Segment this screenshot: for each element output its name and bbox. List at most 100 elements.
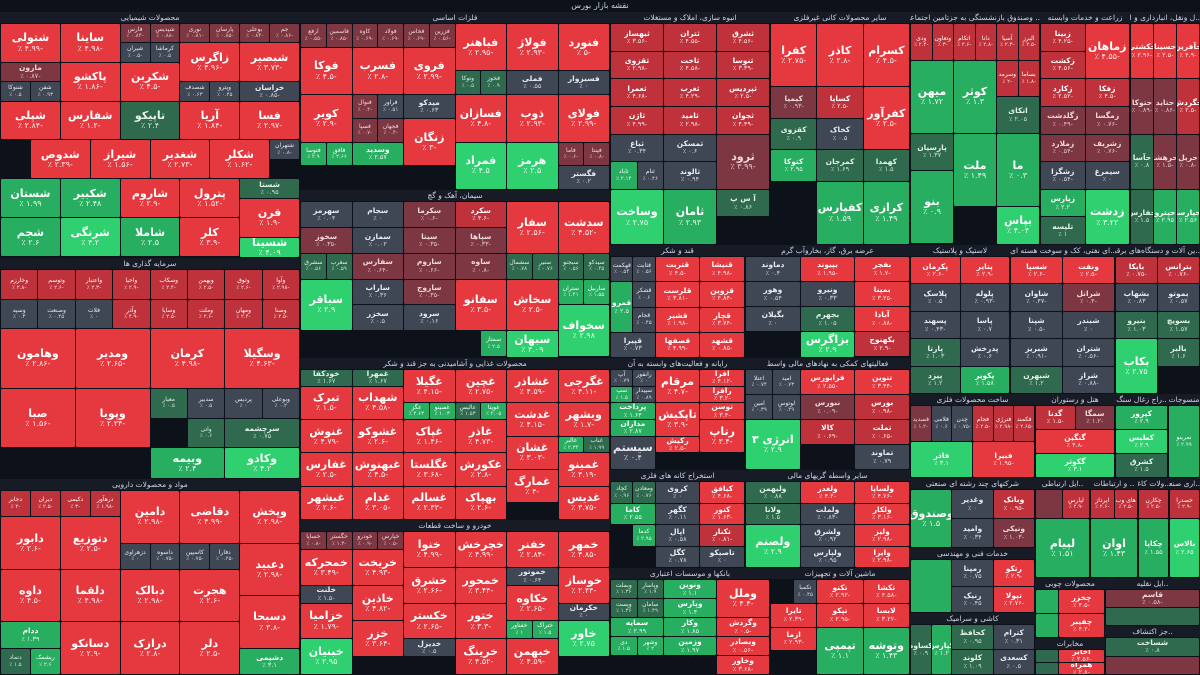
stock-tile[interactable]: فسپا -۰.۷ ٪ <box>352 118 378 142</box>
stock-tile[interactable]: شجم ۲.۶ ٪ <box>1 218 60 256</box>
stock-tile[interactable]: وزمین ۱.۹۷ ٪ <box>664 637 716 655</box>
stock-tile[interactable]: زملارد -۰.۵۴ ٪ <box>1041 134 1085 162</box>
stock-tile[interactable]: کمرجان ۱.۶۹ ٪ <box>817 150 863 181</box>
stock-tile[interactable]: سامان ۱.۴۹ ٪ <box>637 599 663 617</box>
stock-tile[interactable]: فخوز ۰.۹ ٪ <box>481 71 506 95</box>
stock-tile[interactable]: کلر -۳.۹ ٪ <box>180 218 240 256</box>
stock-tile[interactable]: کبافق -۴.۶۸ ٪ <box>700 482 744 503</box>
stock-tile[interactable]: پیزد ۱.۲ ٪ <box>911 366 960 393</box>
stock-tile[interactable]: وآذر -۴.۹ ٪ <box>113 299 150 329</box>
stock-tile[interactable]: شرنگی ۴.۲ ٪ <box>60 218 120 256</box>
stock-tile[interactable]: وآوا -۲.۹۸ ٪ <box>262 270 299 299</box>
stock-tile[interactable]: کویر -۲.۹ ٪ <box>301 95 352 142</box>
stock-tile[interactable]: پکرمان -۲.۶ ٪ <box>911 257 960 284</box>
stock-tile[interactable]: پدرخش ۰.۶ ٪ <box>960 339 1009 366</box>
stock-tile[interactable]: کوثر ۱.۳ ٪ <box>954 60 996 133</box>
stock-tile[interactable]: توسن -۳.۴ ٪ <box>700 403 744 419</box>
stock-tile[interactable]: کسعدی ۰.۵ ٪ <box>993 650 1034 674</box>
stock-tile[interactable]: ختور -۳.۳ ٪ <box>455 603 506 639</box>
stock-tile[interactable]: سپیدار ۰.۸۹ ٪ <box>633 386 655 403</box>
stock-tile[interactable]: تکمبا ۰.۴۵ ٪ <box>794 580 817 603</box>
stock-tile[interactable]: بنو ۰.۹ ٪ <box>911 170 953 243</box>
stock-tile[interactable]: همراه -۲.۸ ٪ <box>1059 662 1104 674</box>
stock-tile[interactable]: وثوق -۲.۶ ٪ <box>225 270 262 299</box>
stock-tile[interactable]: ریشمک ۲.۶ ٪ <box>30 648 60 674</box>
stock-tile[interactable]: اتکای ۲.۰۵ ٪ <box>997 97 1039 133</box>
stock-tile[interactable]: ازما -۲.۹۳ ٪ <box>771 627 817 651</box>
stock-tile[interactable]: ساربیل ۱.۵۵ ٪ <box>584 279 609 305</box>
stock-tile[interactable]: غبشهر -۲.۶ ٪ <box>301 486 352 519</box>
stock-tile[interactable]: سبهان ۴.۰۹ ٪ <box>507 331 558 357</box>
stock-tile[interactable]: حپارسا۲.۵۶ ٪ <box>1177 189 1199 244</box>
stock-tile[interactable] <box>1036 590 1058 613</box>
stock-tile[interactable]: بجهرم ۱.۰۵ ٪ <box>800 307 855 331</box>
stock-tile[interactable]: تپکو -۲.۹۵ ٪ <box>817 603 863 627</box>
stock-tile[interactable]: فافق ۲.۶۶ ٪ <box>326 142 352 166</box>
stock-tile[interactable]: وکادو ۴.۲ ٪ <box>225 448 299 478</box>
stock-tile[interactable]: وهور ۰.۵۴ ٪ <box>746 282 800 306</box>
stock-tile[interactable]: سیمرغ ۰ ٪ <box>1085 162 1129 189</box>
stock-tile[interactable]: دیران -۲.۵ ٪ <box>30 491 60 517</box>
stock-tile[interactable]: دلقما -۴.۹۸ ٪ <box>60 569 120 622</box>
stock-tile[interactable]: غویتا ۲.۰۵ ٪ <box>481 403 506 419</box>
stock-tile[interactable]: پلاسک ۰.۵ ٪ <box>911 284 960 311</box>
stock-tile[interactable]: پرداخت ۱.۶۴ ٪ <box>611 403 655 419</box>
stock-tile[interactable]: بکهنوج -۲.۹ ٪ <box>855 332 909 356</box>
stock-tile[interactable]: وسدید ۲.۵۷ ٪ <box>352 142 403 166</box>
stock-tile[interactable]: غچین -۲.۷۵ ٪ <box>455 370 506 403</box>
stock-tile[interactable]: دلر -۲.۵ ٪ <box>180 622 240 674</box>
stock-tile[interactable]: داسوه -۰.۷۵ ٪ <box>150 543 180 569</box>
stock-tile[interactable]: ددام ۱.۳۹ ٪ <box>1 622 60 648</box>
stock-tile[interactable]: میدکو ۰.۶۳ ٪ <box>404 95 455 118</box>
stock-tile[interactable]: سیدکو ۰.۴۵ ٪ <box>584 253 609 279</box>
stock-tile[interactable]: شکلر -۱.۶۲ ٪ <box>210 140 270 179</box>
stock-tile[interactable]: سمتاز ۲.۵ ٪ <box>481 331 506 356</box>
stock-tile[interactable]: تملت -۰.۶۵ ٪ <box>855 420 909 444</box>
stock-tile[interactable]: ما ۰.۳ ٪ <box>997 134 1039 207</box>
stock-tile[interactable]: جم -۰.۸۶ ٪ <box>270 24 299 43</box>
stock-tile[interactable]: ولغدر -۴.۲ ٪ <box>800 482 855 503</box>
stock-tile[interactable]: وسگیلا -۴.۶۳ ٪ <box>225 329 299 388</box>
stock-tile[interactable]: غبهنوش -۴.۵ ٪ <box>352 453 403 486</box>
stock-tile[interactable]: شتران -۰.۵۶ ٪ <box>1063 339 1114 366</box>
stock-tile[interactable]: سکرما -۰.۶ ٪ <box>404 202 455 227</box>
stock-tile[interactable]: ثقزوی -۲.۹۸ ٪ <box>611 51 663 79</box>
stock-tile[interactable]: پارسان -۰.۸۵ ٪ <box>210 24 240 43</box>
stock-tile[interactable]: کقزوی ۰.۹ ٪ <box>771 118 817 150</box>
stock-tile[interactable]: زشریف -۰.۷۶ ٪ <box>1085 134 1129 162</box>
stock-tile[interactable]: کگل ۰.۷۸ ٪ <box>655 546 700 567</box>
stock-tile[interactable]: ونوین ۱.۱ ٪ <box>664 580 716 598</box>
stock-tile[interactable]: ارفع -۰.۵۵ ٪ <box>301 24 326 47</box>
stock-tile[interactable]: شساخت ۰.۸ ٪ <box>1106 638 1199 656</box>
stock-tile[interactable]: لابسا -۳.۲۲ ٪ <box>863 603 909 627</box>
stock-tile[interactable]: فرابورس -۲.۵۵ ٪ <box>800 370 855 394</box>
stock-tile[interactable]: سمازن ۰.۰۲ ٪ <box>352 227 403 253</box>
stock-tile[interactable]: کیمیا -۰.۹۳ ٪ <box>771 87 817 118</box>
stock-tile[interactable]: ختراک ۱.۵ ٪ <box>532 621 558 639</box>
stock-tile[interactable]: ونیرو ۰.۳۳ ٪ <box>800 282 855 306</box>
stock-tile[interactable]: بشهاب ۰.۸۳ ٪ <box>1116 284 1157 311</box>
stock-tile[interactable]: سخزر ۰.۵ ٪ <box>352 305 403 331</box>
stock-tile[interactable]: ثنوسا -۳.۳۹ ٪ <box>717 51 769 79</box>
stock-tile[interactable]: قشهد -۰.۸۵ ٪ <box>700 332 744 357</box>
stock-tile[interactable]: درهآور -۱.۹۸ ٪ <box>90 491 120 517</box>
stock-tile[interactable]: زکارد -۲.۵۲ ٪ <box>1041 79 1085 106</box>
stock-tile[interactable]: وسکاب -۲.۴ ٪ <box>150 270 187 299</box>
stock-tile[interactable]: کچاد ۰.۹۶ ٪ <box>611 482 633 503</box>
stock-tile[interactable]: غنوش -۴.۷۹ ٪ <box>301 420 352 453</box>
stock-tile[interactable]: تکنو -۲.۹۲ ٪ <box>817 580 863 603</box>
stock-tile[interactable]: شبهرن ۱.۲ ٪ <box>1011 366 1062 393</box>
stock-tile[interactable]: شیران -۰.۵ ٪ <box>120 43 150 62</box>
stock-tile[interactable]: شسپا -۲.۶ ٪ <box>1011 257 1062 284</box>
stock-tile[interactable]: غپاک -۱.۴۶ ٪ <box>404 420 455 453</box>
stock-tile[interactable]: وبهمن -۲.۵ ٪ <box>187 270 225 299</box>
stock-tile[interactable]: سشمال ۰.۷۸ ٪ <box>507 253 532 279</box>
stock-tile[interactable]: وتوسم -۲.۶ ٪ <box>38 270 75 299</box>
stock-tile[interactable]: زبینا -۴.۲۵ ٪ <box>1041 24 1085 51</box>
stock-tile[interactable]: فزرین -۰.۵۶ ٪ <box>429 24 455 47</box>
stock-tile[interactable]: کفپارس ۱.۵۹ ٪ <box>817 181 863 244</box>
stock-tile[interactable]: هرمز ۲.۵ ٪ <box>507 142 558 189</box>
stock-tile[interactable]: سخاش -۲.۵ ٪ <box>507 279 558 331</box>
stock-tile[interactable]: غالبر ۲.۳۴ ٪ <box>558 436 584 453</box>
stock-tile[interactable]: زفکا -۴.۵ ٪ <box>1085 79 1129 106</box>
